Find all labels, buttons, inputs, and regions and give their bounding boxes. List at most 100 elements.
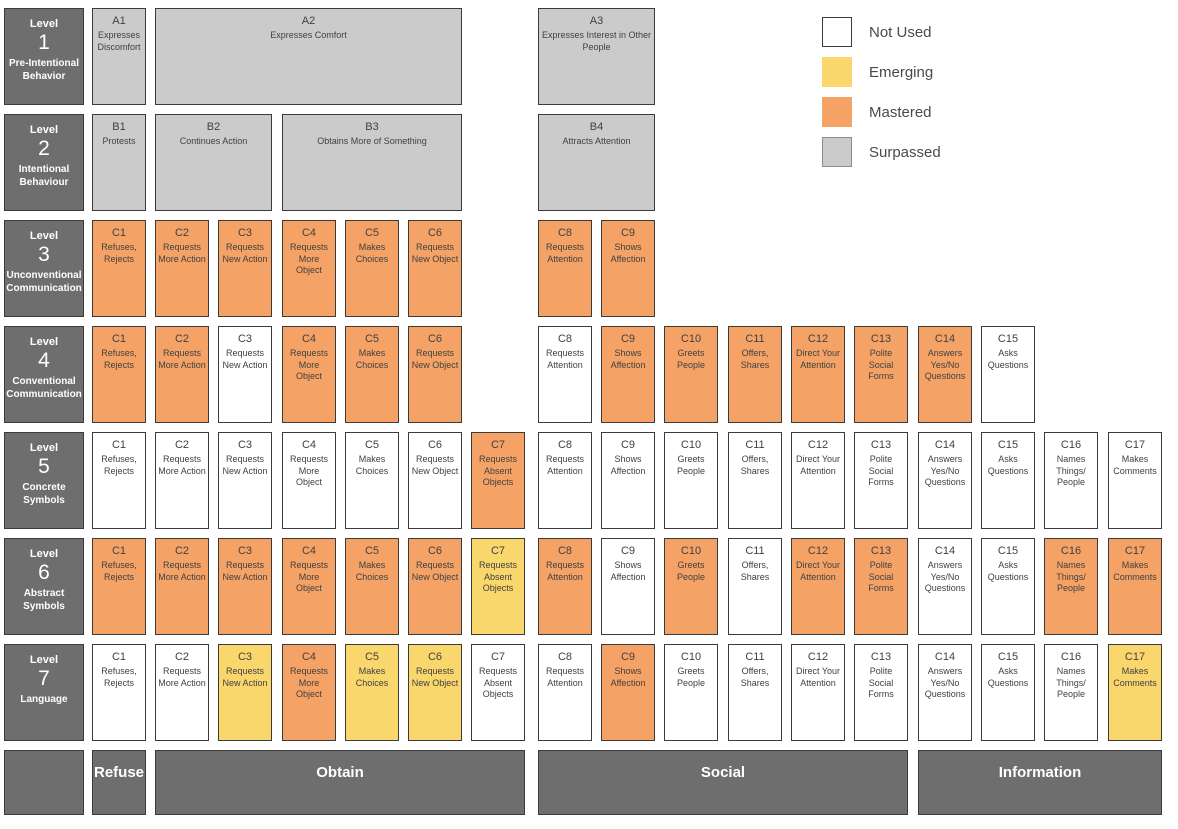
matrix-cell-level6-C17[interactable]: C17 Makes Comments [1108,538,1162,635]
matrix-cell-level6-C10[interactable]: C10 Greets People [664,538,718,635]
cell-code: C11 [745,439,765,451]
matrix-cell-level7-C10[interactable]: C10 Greets People [664,644,718,741]
matrix-cell-level5-C5[interactable]: C5 Makes Choices [345,432,399,529]
matrix-cell-level3-C8[interactable]: C8 Requests Attention [538,220,592,317]
cell-code: C9 [620,333,636,345]
matrix-cell-level4-C5[interactable]: C5 Makes Choices [345,326,399,423]
matrix-cell-level2-B3[interactable]: B3 Obtains More of Something [282,114,462,211]
matrix-cell-level3-C4[interactable]: C4 Requests More Object [282,220,336,317]
matrix-cell-level4-C8[interactable]: C8 Requests Attention [538,326,592,423]
matrix-cell-level5-C2[interactable]: C2 Requests More Action [155,432,209,529]
matrix-cell-level6-C6[interactable]: C6 Requests New Object [408,538,462,635]
cell-code: C4 [301,333,317,345]
matrix-cell-level7-C2[interactable]: C2 Requests More Action [155,644,209,741]
matrix-cell-level5-C4[interactable]: C4 Requests More Object [282,432,336,529]
matrix-cell-level3-C3[interactable]: C3 Requests New Action [218,220,272,317]
cell-code: C4 [301,439,317,451]
matrix-cell-level4-C1[interactable]: C1 Refuses, Rejects [92,326,146,423]
matrix-cell-level7-C11[interactable]: C11 Offers, Shares [728,644,782,741]
matrix-cell-level5-C9[interactable]: C9 Shows Affection [601,432,655,529]
matrix-cell-level2-B4[interactable]: B4 Attracts Attention [538,114,655,211]
matrix-cell-level6-C2[interactable]: C2 Requests More Action [155,538,209,635]
matrix-cell-level7-C14[interactable]: C14 Answers Yes/No Questions [918,644,972,741]
matrix-cell-level6-C5[interactable]: C5 Makes Choices [345,538,399,635]
matrix-cell-level7-C4[interactable]: C4 Requests More Object [282,644,336,741]
cell-code: C15 [997,545,1019,557]
matrix-cell-level5-C3[interactable]: C3 Requests New Action [218,432,272,529]
cell-label: Refuses, Rejects [101,348,137,370]
matrix-cell-level7-C13[interactable]: C13 Polite Social Forms [854,644,908,741]
matrix-cell-level7-C3[interactable]: C3 Requests New Action [218,644,272,741]
cell-code: C12 [807,439,829,451]
matrix-cell-level6-C3[interactable]: C3 Requests New Action [218,538,272,635]
matrix-cell-level5-C12[interactable]: C12 Direct Your Attention [791,432,845,529]
cell-label: Direct Your Attention [795,348,841,370]
matrix-cell-level5-C15[interactable]: C15 Asks Questions [981,432,1035,529]
matrix-cell-level1-A3[interactable]: A3 Expresses Interest in Other People [538,8,655,105]
matrix-cell-level6-C1[interactable]: C1 Refuses, Rejects [92,538,146,635]
matrix-cell-level6-C9[interactable]: C9 Shows Affection [601,538,655,635]
matrix-cell-level6-C4[interactable]: C4 Requests More Object [282,538,336,635]
matrix-cell-level4-C9[interactable]: C9 Shows Affection [601,326,655,423]
matrix-cell-level6-C15[interactable]: C15 Asks Questions [981,538,1035,635]
cell-code: C14 [934,333,956,345]
matrix-cell-level7-C15[interactable]: C15 Asks Questions [981,644,1035,741]
matrix-cell-level5-C14[interactable]: C14 Answers Yes/No Questions [918,432,972,529]
matrix-cell-level7-C17[interactable]: C17 Makes Comments [1108,644,1162,741]
matrix-cell-level6-C12[interactable]: C12 Direct Your Attention [791,538,845,635]
matrix-cell-level6-C14[interactable]: C14 Answers Yes/No Questions [918,538,972,635]
matrix-cell-level2-B1[interactable]: B1 Protests [92,114,146,211]
matrix-cell-level4-C6[interactable]: C6 Requests New Object [408,326,462,423]
level-number: 7 [38,667,50,690]
cell-label: Offers, Shares [740,348,770,370]
matrix-cell-level5-C17[interactable]: C17 Makes Comments [1108,432,1162,529]
matrix-cell-level4-C2[interactable]: C2 Requests More Action [155,326,209,423]
matrix-cell-level1-A2[interactable]: A2 Expresses Comfort [155,8,462,105]
matrix-cell-level4-C12[interactable]: C12 Direct Your Attention [791,326,845,423]
matrix-cell-level7-C12[interactable]: C12 Direct Your Attention [791,644,845,741]
matrix-cell-level7-C9[interactable]: C9 Shows Affection [601,644,655,741]
matrix-cell-level7-C5[interactable]: C5 Makes Choices [345,644,399,741]
matrix-cell-level3-C9[interactable]: C9 Shows Affection [601,220,655,317]
cell-code: C3 [237,227,253,239]
matrix-cell-level4-C15[interactable]: C15 Asks Questions [981,326,1035,423]
matrix-cell-level4-C14[interactable]: C14 Answers Yes/No Questions [918,326,972,423]
matrix-cell-level5-C7[interactable]: C7 Requests Absent Objects [471,432,525,529]
matrix-cell-level4-C11[interactable]: C11 Offers, Shares [728,326,782,423]
matrix-cell-level5-C10[interactable]: C10 Greets People [664,432,718,529]
matrix-cell-level7-C8[interactable]: C8 Requests Attention [538,644,592,741]
matrix-cell-level1-A1[interactable]: A1 Expresses Discomfort [92,8,146,105]
matrix-cell-level6-C11[interactable]: C11 Offers, Shares [728,538,782,635]
matrix-cell-level4-C10[interactable]: C10 Greets People [664,326,718,423]
matrix-cell-level5-C8[interactable]: C8 Requests Attention [538,432,592,529]
matrix-cell-level5-C11[interactable]: C11 Offers, Shares [728,432,782,529]
cell-label: Names Things/ People [1056,560,1086,594]
legend-item-surpassed: Surpassed [822,137,941,167]
matrix-cell-level7-C16[interactable]: C16 Names Things/ People [1044,644,1098,741]
level-4-header: Level 4 Conventional Communication [4,326,84,423]
matrix-cell-level6-C8[interactable]: C8 Requests Attention [538,538,592,635]
matrix-cell-level3-C1[interactable]: C1 Refuses, Rejects [92,220,146,317]
cell-code: C8 [557,545,573,557]
matrix-cell-level3-C5[interactable]: C5 Makes Choices [345,220,399,317]
matrix-cell-level4-C3[interactable]: C3 Requests New Action [218,326,272,423]
matrix-cell-level5-C6[interactable]: C6 Requests New Object [408,432,462,529]
matrix-cell-level2-B2[interactable]: B2 Continues Action [155,114,272,211]
cell-label: Answers Yes/No Questions [924,666,966,700]
matrix-cell-level7-C1[interactable]: C1 Refuses, Rejects [92,644,146,741]
matrix-cell-level7-C7[interactable]: C7 Requests Absent Objects [471,644,525,741]
matrix-cell-level3-C2[interactable]: C2 Requests More Action [155,220,209,317]
cell-code: C5 [364,227,380,239]
matrix-cell-level6-C13[interactable]: C13 Polite Social Forms [854,538,908,635]
matrix-cell-level6-C16[interactable]: C16 Names Things/ People [1044,538,1098,635]
matrix-cell-level3-C6[interactable]: C6 Requests New Object [408,220,462,317]
matrix-cell-level5-C13[interactable]: C13 Polite Social Forms [854,432,908,529]
matrix-cell-level4-C13[interactable]: C13 Polite Social Forms [854,326,908,423]
matrix-cell-level6-C7[interactable]: C7 Requests Absent Objects [471,538,525,635]
cell-label: Makes Choices [355,454,389,476]
matrix-cell-level5-C16[interactable]: C16 Names Things/ People [1044,432,1098,529]
matrix-cell-level4-C4[interactable]: C4 Requests More Object [282,326,336,423]
matrix-cell-level7-C6[interactable]: C6 Requests New Object [408,644,462,741]
footer-category-label: Refuse [93,764,145,781]
matrix-cell-level5-C1[interactable]: C1 Refuses, Rejects [92,432,146,529]
